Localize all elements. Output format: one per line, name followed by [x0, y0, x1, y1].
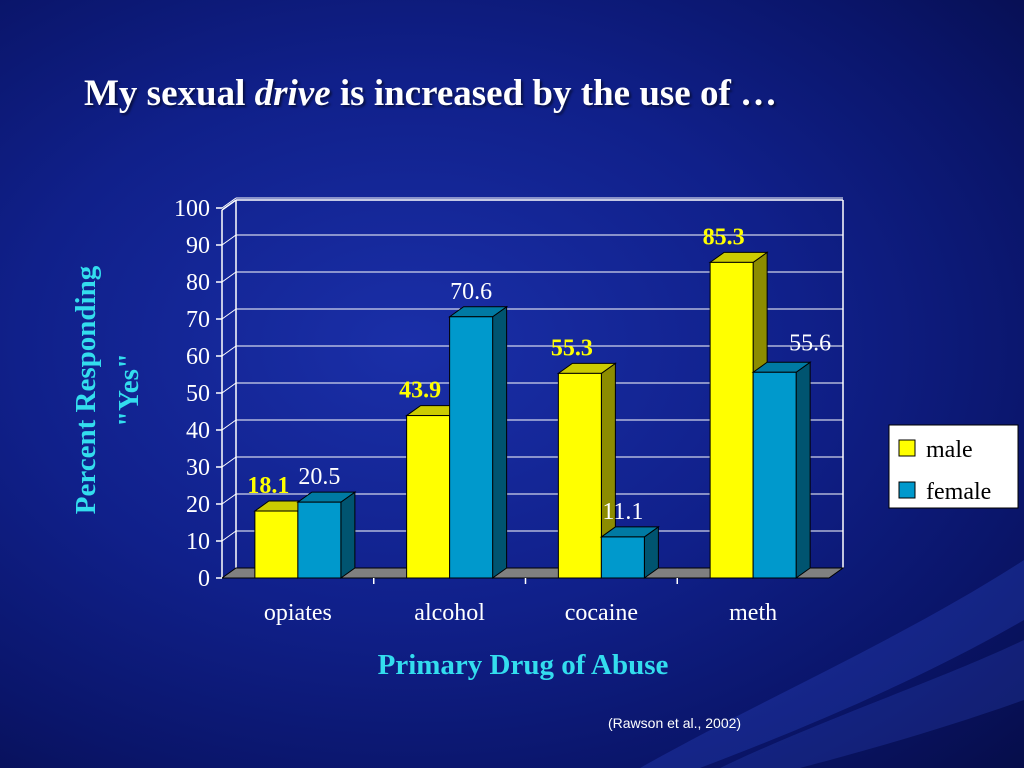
- data-label-male-opiates: 18.1: [247, 473, 289, 499]
- y-axis-label: Percent Responding: [70, 265, 102, 514]
- x-axis-label: Primary Drug of Abuse: [378, 649, 669, 681]
- y-tick-label: 100: [174, 196, 210, 222]
- wall-top-edge: [221, 199, 237, 211]
- gridline-side: [221, 530, 237, 542]
- data-labels: 18.1 20.5 43.9 70.6 55.3 11.1 85.3 55.6: [247, 224, 831, 525]
- data-label-male-cocaine: 55.3: [551, 335, 593, 361]
- data-label-male-meth: 85.3: [703, 224, 745, 250]
- y-tick-label: 90: [186, 233, 210, 259]
- gridline-side: [221, 308, 237, 320]
- data-label-female-alcohol: 70.6: [450, 279, 492, 305]
- gridline-side: [221, 419, 237, 431]
- gridline-side: [221, 382, 237, 394]
- gridline-side: [221, 197, 237, 209]
- title-text-end: is increased by the use of …: [339, 73, 778, 114]
- legend-label-female: female: [926, 479, 991, 505]
- legend-swatch-male: [898, 439, 916, 457]
- y-tick-label: 30: [186, 455, 210, 481]
- y-tick-label: 50: [186, 381, 210, 407]
- title-emphasis: drive: [254, 73, 331, 114]
- data-label-female-meth: 55.6: [789, 330, 831, 356]
- gridline-side: [221, 271, 237, 283]
- bars: [253, 251, 812, 579]
- x-tick-label: opiates: [264, 600, 332, 626]
- bar-female-cocaine: [599, 525, 660, 579]
- y-axis-label-second-line: "Yes": [113, 353, 145, 427]
- bar-female-alcohol: [448, 305, 509, 579]
- x-axis-ticks: opiates alcohol cocaine meth: [264, 578, 777, 626]
- gridline-side: [221, 456, 237, 468]
- y-tick-label: 40: [186, 418, 210, 444]
- y-tick-label: 10: [186, 529, 210, 555]
- y-axis-ticks: 0 10 20 30 40 50 60 70 80 90 100: [174, 196, 222, 592]
- citation: (Rawson et al., 2002): [608, 715, 742, 731]
- legend-swatch-female: [898, 481, 916, 499]
- legend-label-male: male: [926, 437, 973, 463]
- title-text-start: My sexual: [84, 73, 246, 114]
- legend: male female: [888, 424, 1019, 509]
- y-tick-label: 70: [186, 307, 210, 333]
- bar-female-opiates: [296, 491, 357, 579]
- data-label-male-alcohol: 43.9: [399, 378, 441, 404]
- y-tick-label: 80: [186, 270, 210, 296]
- bar-male-cocaine: [556, 362, 617, 579]
- x-tick-label: meth: [729, 600, 777, 626]
- x-tick-label: alcohol: [414, 600, 485, 626]
- data-label-female-opiates: 20.5: [298, 464, 340, 490]
- slide-title: My sexual drive is increased by the use …: [84, 72, 777, 115]
- gridline-side: [221, 234, 237, 246]
- bar-female-meth: [751, 361, 812, 579]
- gridline-side: [221, 493, 237, 505]
- x-tick-label: cocaine: [565, 600, 638, 626]
- data-label-female-cocaine: 11.1: [602, 499, 643, 525]
- y-tick-label: 20: [186, 492, 210, 518]
- y-tick-label: 0: [198, 566, 210, 592]
- gridline-side: [221, 345, 237, 357]
- y-tick-label: 60: [186, 344, 210, 370]
